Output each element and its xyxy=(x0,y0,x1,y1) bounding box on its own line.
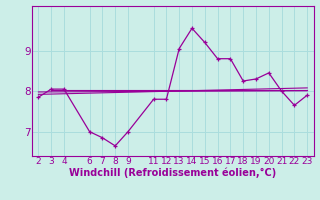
X-axis label: Windchill (Refroidissement éolien,°C): Windchill (Refroidissement éolien,°C) xyxy=(69,168,276,178)
